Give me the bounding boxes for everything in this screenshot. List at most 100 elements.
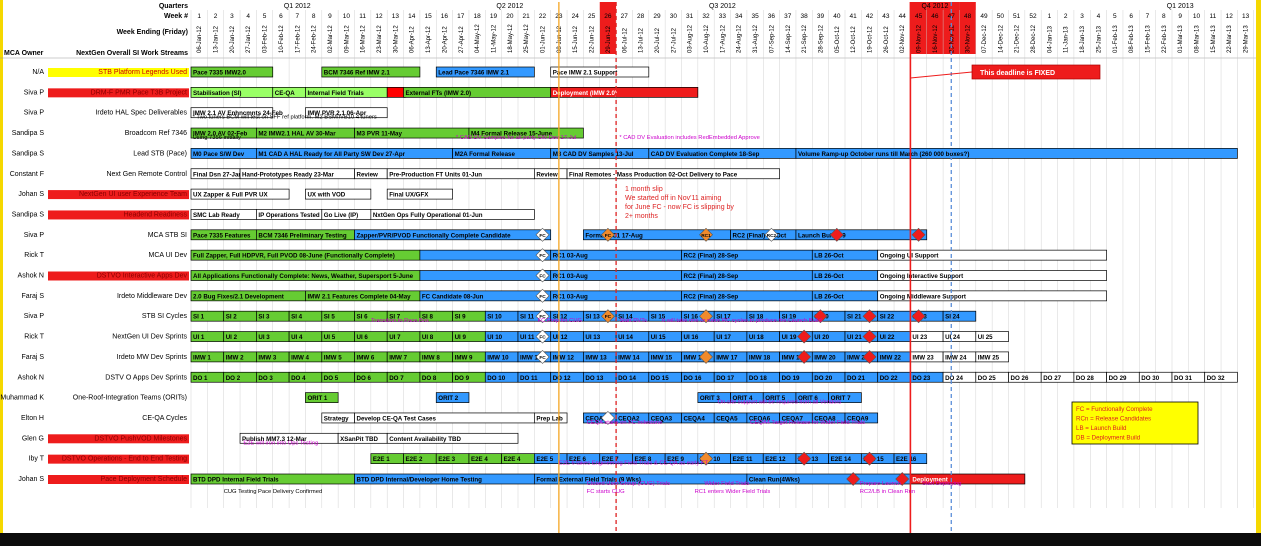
task-bar-label: IMW 24 [945, 354, 967, 361]
deadline-callout-text: This deadline is FIXED [980, 70, 1055, 77]
week-number: 28 [637, 13, 645, 20]
task-bar-label: SI 10 [487, 314, 502, 321]
stream-label-highlight [48, 68, 189, 77]
task-bar-label: SI 8 [422, 314, 434, 321]
task-bar-label: DO 1 [193, 375, 208, 382]
task-bar [975, 351, 1009, 363]
task-bars: Pace 7335 IMW2.0 BCM 7346 Ref IMW 2.1 Lead… [190, 66, 1238, 485]
task-bar-label: SI 22 [880, 314, 895, 321]
task-bar-label: SI 14 [618, 314, 633, 321]
annotation-text: * CAD DV Evaluation includes RedEmbedded… [619, 135, 760, 141]
quarter-label: Q1 2013 [1167, 3, 1194, 10]
week-number: 52 [1029, 13, 1037, 20]
week-number: 50 [997, 13, 1005, 20]
task-bar [305, 107, 388, 119]
week-ending-date: 22-Feb-13 [1162, 25, 1168, 53]
week-number: 3 [230, 13, 234, 20]
task-bar-label: Strategy [324, 415, 349, 422]
week-ending-date: 16-Mar-12 [361, 25, 367, 53]
week-ending-date: 13-Jul-12 [639, 27, 645, 53]
week-number: 8 [312, 13, 316, 20]
milestone-diamond [829, 227, 844, 242]
legend-entry: LB = Launch Build [1076, 425, 1127, 432]
task-bar-label: SI 16 [684, 314, 699, 321]
task-bar-label: IMW 8 [422, 354, 440, 361]
row-labels: N/A STB Platform Legends Used Siva P DRM-F … [0, 68, 189, 484]
week-number: 45 [915, 13, 923, 20]
task-bar-label: LB 26-Oct [814, 293, 843, 300]
week-number: 51 [1013, 13, 1021, 20]
task-bar-label: DO 29 [1109, 375, 1127, 382]
task-bar-label: Final Dsn 27-Jan [193, 171, 242, 178]
work-stream-name: NextGen UI user Experience Team [79, 191, 187, 198]
week-number: 3 [1080, 13, 1084, 20]
week-ending-date: 24-Feb-12 [312, 25, 318, 53]
work-stream-name: MCA STB SI [148, 232, 187, 239]
week-number: 6 [1129, 13, 1133, 20]
task-bar-label: CE-QA [275, 90, 295, 97]
task-bar-label: Lead Pace 7346 IMW 2.1 [438, 70, 509, 77]
week-number: 2 [1064, 13, 1068, 20]
owner-name: Faraj S [21, 354, 44, 361]
owner-name: Constant F [10, 171, 44, 178]
week-number: 4 [1097, 13, 1101, 20]
week-ending-date: 03-Aug-12 [688, 24, 694, 53]
task-bar-label: M3 PVR 11-May [357, 131, 403, 138]
task-bar-label: E2E 1 [373, 456, 390, 463]
week-ending-date: 28-Sep-12 [818, 24, 824, 53]
task-bar-label: Zapper/PVR/PVOD Functionally Complete Ca… [357, 232, 512, 239]
task-bar-label: IMW 2 [226, 354, 244, 361]
owner-name: Siva P [24, 232, 45, 239]
task-bar-label: SI 12 [553, 314, 568, 321]
week-number: 10 [1193, 13, 1201, 20]
task-bar-label: DO 17 [716, 375, 734, 382]
task-bar-label: M3 CAD DV Samples 13-Jul [553, 151, 634, 158]
week-number: 37 [784, 13, 792, 20]
milestone-diamond-label: FC [539, 233, 546, 239]
task-bar-label: Formal RC1 17-Aug [585, 232, 643, 239]
task-bar-label: BTD DPD Internal Field Trials [193, 477, 279, 484]
task-bar [305, 188, 372, 200]
task-bar-label: DO 3 [258, 375, 273, 382]
task-bar [354, 229, 552, 241]
week-ending-date: 11-Jan-13 [1064, 26, 1070, 53]
week-number: 21 [523, 13, 531, 20]
week-ending-date: 10-Aug-12 [704, 24, 710, 53]
week-number: 43 [882, 13, 890, 20]
task-bar-label: All Applications Functionally Complete: … [193, 273, 414, 280]
task-bar-label: CAD DV Evaluation Complete 18-Sep [651, 151, 760, 158]
week-ending-label: Week Ending (Friday) [117, 29, 188, 36]
task-bar-label: UI 22 [880, 334, 895, 341]
slip-callout-line: for June FC - now FC is slipping by [625, 204, 734, 211]
task-bar-label: E2E 14 [831, 456, 852, 463]
owner-name: Siva P [24, 110, 45, 117]
milestone-diamond [862, 329, 877, 344]
task-bar [419, 270, 552, 281]
task-bar-label: UI 16 [684, 334, 699, 341]
week-ending-date: 27-Jan-12 [246, 25, 252, 53]
work-stream-name: STB Platform Legends Used [98, 69, 187, 76]
annotation-text: It will take one or more RC cycles to pr… [662, 318, 822, 324]
week-ending-date: 25-May-12 [524, 24, 530, 53]
week-ending-date: 27-Jul-12 [671, 27, 677, 53]
timeline-header: Quarters Week # Week Ending (Friday) MCA Ow… [4, 3, 1250, 57]
week-ending-date: 08-Jun-12 [557, 25, 563, 53]
milestone-diamond [862, 349, 877, 364]
week-number: 46 [931, 13, 939, 20]
task-bar-label: FC Candidate 08-Jun [422, 293, 484, 300]
task-bar [795, 229, 928, 241]
week-number: 13 [392, 13, 400, 20]
week-ending-date: 08-Mar-13 [1195, 25, 1201, 53]
legend-entry: RCn = Release Candidates [1076, 416, 1151, 423]
milestone-diamond [535, 349, 550, 364]
task-bar-label: Develop CE-QA Test Cases [357, 415, 437, 422]
week-number: 11 [359, 13, 366, 20]
task-bar-label: CEQA3 [651, 415, 673, 422]
task-bar-label: IMW 23 [912, 354, 934, 361]
work-stream-name: Irdeto Middleware Dev [117, 293, 188, 300]
task-bar-label: UI 5 [324, 334, 336, 341]
stream-label-highlight [48, 434, 189, 444]
annotation-text: CEQA4 Target Release for Wider Field Tri… [750, 420, 865, 426]
milestone-diamond [846, 472, 861, 486]
task-bar-label: IMW 22 [880, 354, 902, 361]
